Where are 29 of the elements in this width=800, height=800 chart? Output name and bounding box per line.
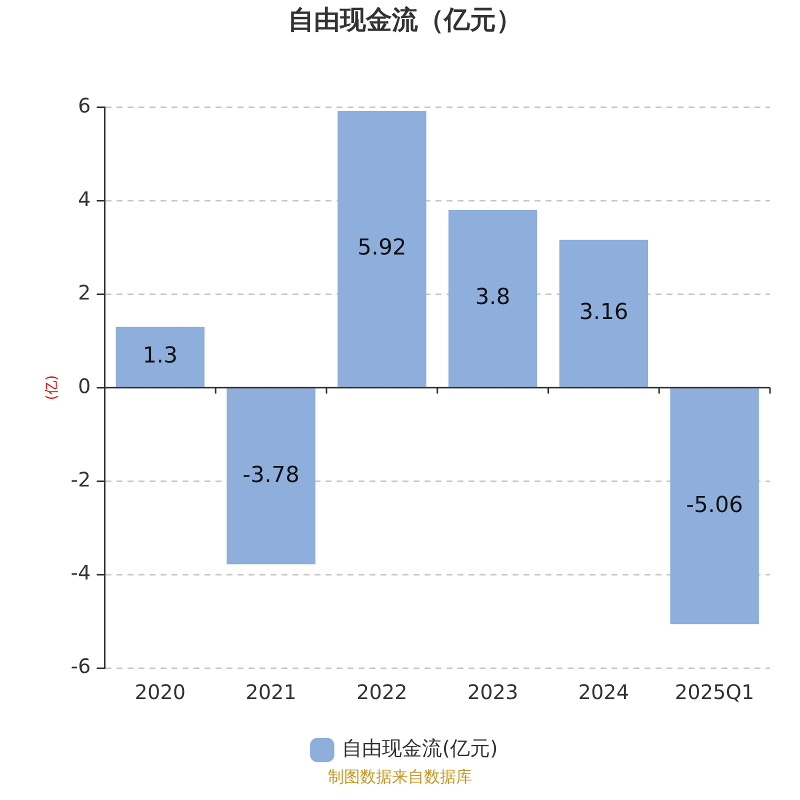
y-tick-label: 2	[78, 280, 91, 304]
data-label: 3.8	[475, 285, 510, 310]
text: 制图数据来自数据库	[328, 767, 472, 786]
legend-label: 自由现金流(亿元)	[342, 736, 498, 760]
data-label: -3.78	[242, 463, 300, 488]
bar	[448, 210, 538, 387]
bar	[338, 110, 426, 387]
y-tick-label: 0	[78, 374, 91, 398]
y-tick-label: -6	[70, 654, 91, 678]
data-label: 3.16	[579, 300, 628, 326]
x-tick-label: 2021	[246, 680, 297, 704]
bar	[559, 240, 648, 387]
bar	[670, 388, 759, 624]
data-label: 5.92	[357, 236, 406, 261]
x-tick-label: 2023	[467, 680, 518, 704]
bar	[116, 326, 205, 387]
x-tick-label: 2025Q1	[674, 680, 754, 704]
y-tick-label: 4	[78, 186, 91, 211]
y-tick-label: 6	[78, 93, 91, 118]
y-axis-title: (亿)	[44, 375, 60, 400]
x-tick-label: 2024	[578, 680, 630, 704]
y-tick-label: -2	[70, 467, 91, 492]
chart-title: 自由现金流（亿元）	[288, 5, 522, 36]
data-label: 1.3	[142, 344, 178, 369]
bar	[226, 388, 316, 564]
x-tick-label: 2022	[356, 680, 408, 704]
y-tick-label: -4	[70, 560, 91, 585]
x-tick-label: 2020	[134, 680, 186, 704]
data-label: -5.06	[686, 492, 744, 518]
